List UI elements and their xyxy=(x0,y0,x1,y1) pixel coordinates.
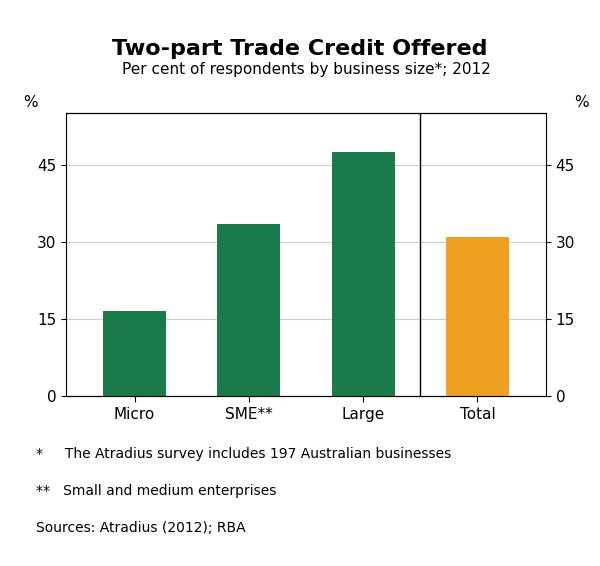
Text: Two-part Trade Credit Offered: Two-part Trade Credit Offered xyxy=(112,40,488,59)
Text: %: % xyxy=(23,95,37,110)
Bar xyxy=(446,237,509,396)
Bar xyxy=(103,311,166,396)
Text: Sources: Atradius (2012); RBA: Sources: Atradius (2012); RBA xyxy=(36,521,245,535)
Text: **   Small and medium enterprises: ** Small and medium enterprises xyxy=(36,484,277,498)
Title: Per cent of respondents by business size*; 2012: Per cent of respondents by business size… xyxy=(122,62,490,78)
Text: %: % xyxy=(575,95,589,110)
Bar xyxy=(217,224,280,396)
Bar xyxy=(332,152,395,396)
Text: *     The Atradius survey includes 197 Australian businesses: * The Atradius survey includes 197 Austr… xyxy=(36,447,451,461)
